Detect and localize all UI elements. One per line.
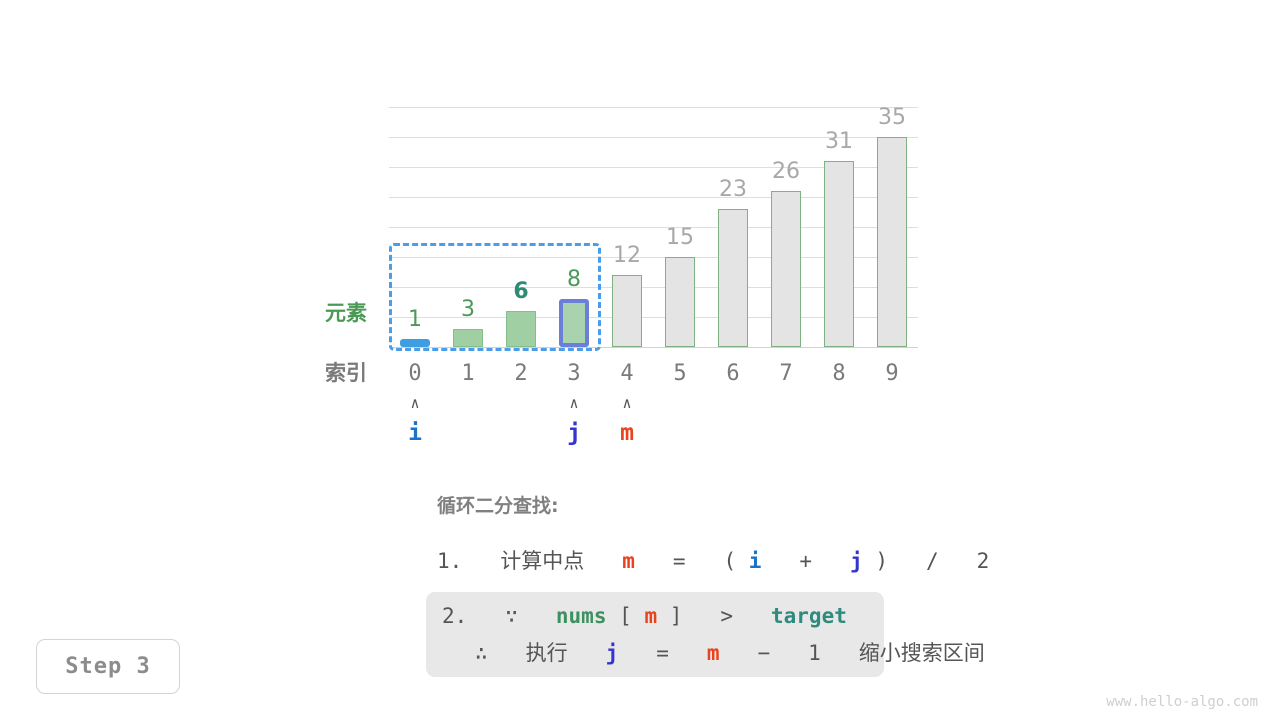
step2-therefore: ∴	[475, 641, 488, 665]
step1-var-i: i	[748, 549, 762, 573]
bar-2	[506, 311, 536, 347]
index-tick-7: 7	[779, 361, 793, 386]
bar-3	[559, 299, 589, 347]
step1-equals: =	[672, 549, 686, 573]
description-step-1: 1. 计算中点 m = ( i + j ) / 2	[437, 551, 989, 572]
step1-two: 2	[976, 549, 990, 573]
step1-plus: +	[799, 549, 813, 573]
step2-var-m: m	[644, 604, 658, 628]
search-interval-box	[389, 243, 601, 351]
description-step-2: 2. ∵ nums [ m ] > target ∴ 执行 j = m −	[426, 592, 985, 677]
index-tick-9: 9	[885, 361, 899, 386]
bar-4	[612, 275, 642, 347]
watermark: www.hello-algo.com	[1106, 694, 1258, 710]
index-tick-6: 6	[726, 361, 740, 386]
gridline	[389, 167, 918, 168]
index-tick-8: 8	[832, 361, 846, 386]
step1-text: 计算中点	[500, 549, 585, 573]
step2-one: 1	[808, 641, 821, 665]
step2-bracket-close: ]	[669, 604, 683, 628]
step2-target: target	[771, 604, 847, 628]
chart-baseline	[389, 347, 918, 348]
bar-value-label-6: 23	[719, 177, 747, 202]
step2-nums: nums	[555, 604, 607, 628]
pointer-label-i: i	[408, 420, 422, 446]
bar-7	[771, 191, 801, 347]
step2-number: 2.	[442, 604, 468, 628]
step2-exec: 执行	[525, 641, 568, 665]
bar-value-label-4: 12	[613, 243, 641, 268]
gridline	[389, 137, 918, 138]
step1-var-j: j	[850, 549, 863, 573]
bar-value-label-9: 35	[878, 105, 906, 130]
bar-0	[400, 339, 430, 347]
pointer-caret-j: ∧	[569, 394, 579, 412]
step2-tail: 缩小搜索区间	[858, 641, 985, 665]
gridline	[389, 257, 918, 258]
row-label-index: 索引	[325, 361, 367, 385]
step-badge: Step 3	[36, 639, 180, 694]
step2-because: ∵	[505, 604, 518, 628]
index-tick-3: 3	[567, 361, 581, 386]
bar-value-label-0: 1	[408, 307, 422, 332]
pointer-label-j: j	[567, 420, 581, 446]
gridline	[389, 287, 918, 288]
step1-paren-open: (	[723, 549, 737, 573]
bar-chart	[389, 107, 918, 348]
index-tick-0: 0	[408, 361, 422, 386]
description-block: 循环二分查找:	[437, 497, 559, 516]
bar-value-label-1: 3	[461, 297, 475, 322]
index-tick-4: 4	[620, 361, 634, 386]
gridline	[389, 227, 918, 228]
step2-var-j: j	[605, 641, 619, 665]
bar-5	[665, 257, 695, 347]
step1-paren-close: )	[875, 549, 889, 573]
step2-line-1: 2. ∵ nums [ m ] > target	[442, 606, 868, 627]
pointer-label-m: m	[620, 420, 634, 446]
gridline	[389, 317, 918, 318]
step2-bracket-open: [	[619, 604, 632, 628]
bar-value-label-3: 8	[567, 267, 581, 292]
bar-value-label-2: 6	[513, 279, 529, 304]
pointer-caret-m: ∧	[622, 394, 632, 412]
bar-1	[453, 329, 483, 347]
index-tick-1: 1	[461, 361, 475, 386]
index-tick-2: 2	[514, 361, 528, 386]
step2-equals: =	[656, 641, 669, 665]
step2-minus: −	[757, 641, 771, 665]
bar-6	[718, 209, 748, 347]
row-label-element: 元素	[325, 301, 367, 325]
bar-9	[877, 137, 907, 347]
step1-var-m: m	[622, 549, 635, 573]
bar-value-label-8: 31	[825, 129, 853, 154]
step2-gt: >	[720, 604, 734, 628]
step1-number: 1.	[437, 549, 463, 573]
step2-line-2: ∴ 执行 j = m − 1 缩小搜索区间	[442, 641, 985, 665]
bar-value-label-7: 26	[772, 159, 800, 184]
index-tick-5: 5	[673, 361, 687, 386]
gridline	[389, 107, 918, 108]
description-title: 循环二分查找:	[437, 495, 559, 517]
step2-var-m2: m	[706, 641, 720, 665]
step1-divide: /	[925, 549, 939, 573]
bar-value-label-5: 15	[666, 225, 694, 250]
bar-8	[824, 161, 854, 347]
pointer-caret-i: ∧	[410, 394, 420, 412]
gridline	[389, 197, 918, 198]
